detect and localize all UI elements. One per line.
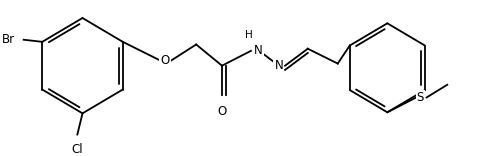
Text: O: O: [160, 54, 170, 67]
Text: N: N: [275, 59, 283, 72]
Text: O: O: [217, 105, 226, 118]
Text: H: H: [245, 30, 253, 40]
Text: Cl: Cl: [72, 143, 83, 156]
Text: S: S: [417, 91, 424, 104]
Text: Br: Br: [2, 33, 16, 46]
Text: N: N: [254, 44, 263, 57]
